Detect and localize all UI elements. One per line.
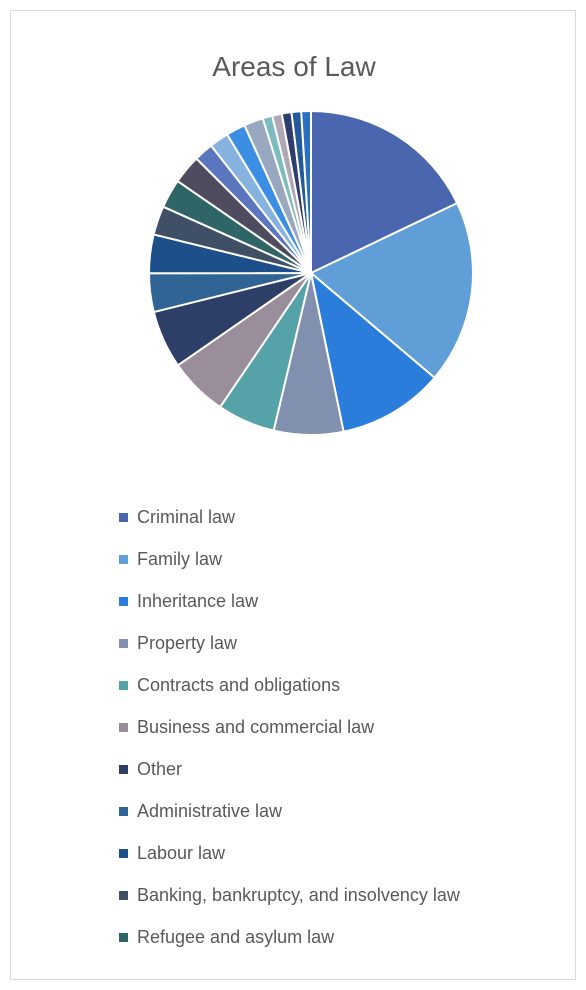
legend-item: Business and commercial law <box>119 706 460 748</box>
pie-slice-3 <box>310 272 436 433</box>
legend-label: Other <box>137 758 183 779</box>
pie-slice-2 <box>310 202 474 379</box>
legend-label: Refugee and asylum law <box>137 926 335 947</box>
legend-swatch <box>119 512 128 522</box>
pie-chart <box>148 110 474 436</box>
legend-swatch <box>119 806 128 816</box>
legend-swatch <box>119 890 128 900</box>
legend-item: Administrative law <box>119 790 460 832</box>
legend-swatch <box>119 932 128 942</box>
legend-item: Banking, bankruptcy, and insolvency law <box>119 874 460 916</box>
legend-swatch <box>119 638 128 648</box>
legend-swatch <box>119 722 128 732</box>
legend-swatch <box>119 554 128 564</box>
chart-area: Areas of Law Criminal law Family law Inher… <box>10 10 576 980</box>
chart-title: Areas of Law <box>212 51 376 82</box>
legend-swatch <box>119 848 128 858</box>
legend-item: Family law <box>119 538 460 580</box>
legend-item: Criminal law <box>119 496 460 538</box>
legend-item: Property law <box>119 622 460 664</box>
legend-label: Administrative law <box>137 800 283 821</box>
legend-item: Refugee and asylum law <box>119 916 460 958</box>
legend-item: Inheritance law <box>119 580 460 622</box>
legend-label: Contracts and obligations <box>137 674 341 695</box>
legend-label: Family law <box>137 548 223 569</box>
chart-legend: Criminal law Family law Inheritance law Pro… <box>119 496 460 958</box>
legend-label: Inheritance law <box>137 590 259 611</box>
legend-item: Labour law <box>119 832 460 874</box>
legend-label: Criminal law <box>137 506 236 527</box>
legend-swatch <box>119 596 128 606</box>
legend-item: Contracts and obligations <box>119 664 460 706</box>
legend-label: Banking, bankruptcy, and insolvency law <box>137 884 460 905</box>
legend-item: Other <box>119 748 460 790</box>
pie-slice-1 <box>310 110 459 274</box>
pie-slice-21 <box>300 110 312 274</box>
legend-label: Labour law <box>137 842 226 863</box>
legend-swatch <box>119 680 128 690</box>
legend-swatch <box>119 764 128 774</box>
legend-label: Business and commercial law <box>137 716 375 737</box>
legend-label: Property law <box>137 632 238 653</box>
